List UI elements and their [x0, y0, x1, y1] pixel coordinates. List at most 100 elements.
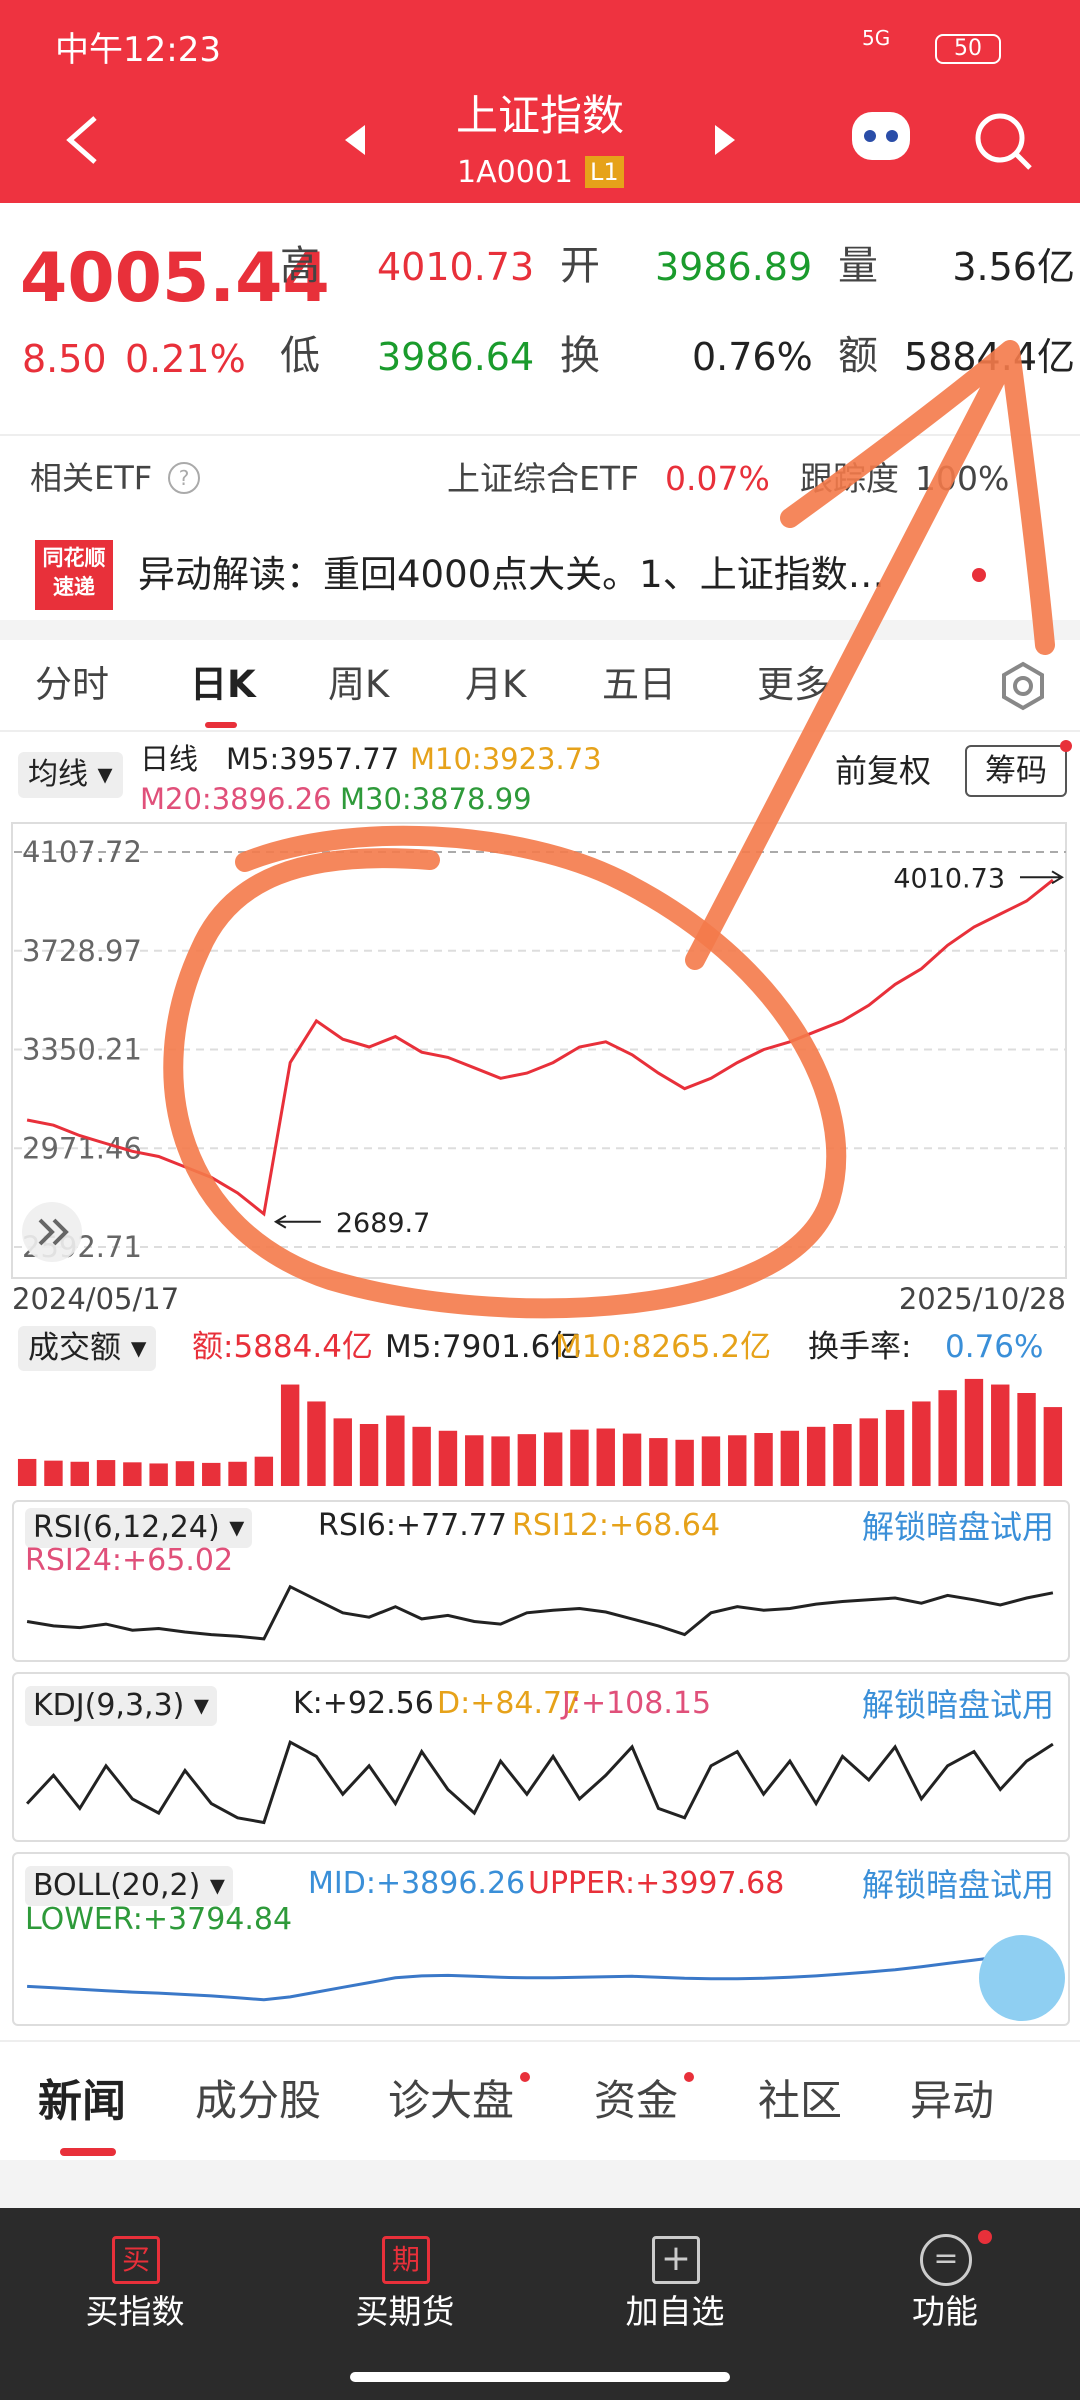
expand-icon — [38, 1218, 69, 1246]
bar — [701, 1436, 721, 1486]
panel-label: MID:+3896.26 — [308, 1866, 526, 1901]
nav-label[interactable]: 买期货 — [355, 2292, 455, 2331]
panel-title: RSI(6,12,24) — [33, 1510, 220, 1545]
bar — [885, 1409, 905, 1486]
settings-icon[interactable] — [995, 658, 1051, 714]
panel-label: M5:7901.6亿 — [385, 1329, 582, 1365]
tab-indicator — [205, 722, 237, 728]
tab[interactable]: 周K — [328, 663, 390, 706]
volume: 3.56亿 — [952, 245, 1075, 289]
bottom-tab[interactable]: 资金 — [594, 2076, 679, 2125]
y-tick-label: 3728.97 — [22, 934, 142, 968]
bar — [465, 1435, 484, 1486]
panel-label: 换手率: — [808, 1329, 912, 1365]
bottom-tab[interactable]: 成分股 — [195, 2076, 322, 2125]
bottom-tab[interactable]: 异动 — [910, 2076, 995, 2125]
bar — [754, 1433, 773, 1486]
lightbulb-button — [979, 1935, 1065, 2021]
bar — [333, 1418, 352, 1486]
unlock[interactable]: 解锁暗盘试用 — [861, 1686, 1054, 1724]
nav-label[interactable]: 买指数 — [85, 2292, 185, 2331]
logo-bottom: 速递 — [53, 575, 95, 599]
dot — [972, 568, 986, 582]
bar — [570, 1429, 589, 1486]
annotation: 2689.7 — [336, 1208, 430, 1239]
news-text[interactable]: 异动解读：重回4000点大关。1、上证指数… — [138, 553, 885, 596]
etf-name: 上证综合ETF — [447, 459, 639, 498]
status-network: 5G — [862, 26, 891, 50]
panel-label: RSI12:+68.64 — [512, 1508, 721, 1543]
y-tick-label: 3350.21 — [22, 1033, 142, 1067]
bar — [254, 1456, 274, 1486]
nav-label[interactable]: 功能 — [912, 2292, 978, 2331]
tab-active[interactable]: 日K — [190, 663, 256, 706]
annotation: 4010.73 — [893, 863, 1005, 894]
help-icon[interactable]: ? — [168, 462, 200, 494]
robot-icon[interactable] — [852, 112, 910, 160]
panel-selector[interactable]: KDJ(9,3,3) ▾ — [25, 1686, 217, 1726]
panel-label: LOWER:+3794.84 — [25, 1902, 293, 1937]
bottom-tab[interactable]: 社区 — [758, 2076, 843, 2125]
panel-title: KDJ(9,3,3) — [33, 1688, 185, 1723]
bar — [991, 1384, 1010, 1486]
code: 1A0001 — [457, 155, 573, 190]
high: 4010.73 — [377, 245, 535, 289]
tab[interactable]: 更多 — [757, 663, 831, 706]
turnover: 0.76% — [692, 335, 813, 379]
ma-selector-text: 均线 — [28, 757, 88, 792]
panel-selector[interactable]: RSI(6,12,24) ▾ — [25, 1508, 253, 1548]
panel-label: RSI6:+77.77 — [318, 1508, 507, 1543]
battery: 50 — [935, 34, 1001, 64]
panel-label: J:+108.15 — [562, 1686, 712, 1721]
chips[interactable]: 筹码 — [965, 745, 1067, 797]
panel-label: D:+84.77 — [437, 1686, 582, 1721]
bar — [123, 1462, 142, 1486]
label: 量 — [838, 243, 878, 289]
title: 上证指数 — [455, 91, 624, 140]
nav-icon: 期 — [382, 2236, 430, 2284]
tab[interactable]: 分时 — [35, 663, 109, 706]
etf-change: 0.07% — [665, 459, 770, 498]
bar — [912, 1401, 931, 1486]
divider — [0, 2040, 1080, 2042]
panel — [12, 1500, 1070, 1662]
prev-icon[interactable] — [345, 125, 365, 155]
bar — [438, 1430, 458, 1486]
change-pct: 0.21% — [125, 337, 246, 381]
ma-selector[interactable]: 均线 ▾ — [18, 752, 123, 798]
tab[interactable]: 月K — [465, 663, 527, 706]
bar — [149, 1463, 168, 1486]
unlock[interactable]: 解锁暗盘试用 — [861, 1866, 1054, 1904]
unlock[interactable]: 解锁暗盘试用 — [861, 1508, 1054, 1546]
ma10: M10:3923.73 — [410, 742, 602, 776]
back-icon[interactable] — [66, 116, 97, 164]
bar — [675, 1439, 694, 1486]
next-icon[interactable] — [715, 125, 735, 155]
gap — [0, 620, 1080, 640]
nav-label[interactable]: 加自选 — [625, 2292, 725, 2331]
gap — [0, 2160, 1080, 2208]
bottom-tab-active[interactable]: 新闻 — [38, 2076, 126, 2127]
bar — [359, 1424, 379, 1486]
panel-title: 成交额 — [28, 1330, 121, 1366]
change: 8.50 — [22, 337, 107, 381]
panel-selector[interactable]: BOLL(20,2) ▾ — [25, 1866, 233, 1906]
tab[interactable]: 五日 — [602, 663, 676, 706]
bar — [543, 1432, 563, 1486]
search-icon[interactable] — [975, 113, 1025, 163]
scribble — [163, 825, 847, 1319]
bar — [70, 1461, 89, 1486]
bar — [780, 1430, 800, 1486]
bar — [96, 1460, 116, 1486]
ma30: M30:3878.99 — [340, 782, 532, 816]
panel — [12, 1852, 1070, 2026]
dot — [684, 2072, 694, 2082]
bottom-tab[interactable]: 诊大盘 — [388, 2076, 515, 2125]
panel-selector[interactable]: 成交额 ▾ — [18, 1326, 157, 1371]
bottom-nav — [0, 2208, 1080, 2400]
adjust[interactable]: 前复权 — [835, 752, 932, 790]
bar — [517, 1434, 537, 1486]
label: 开 — [560, 243, 600, 289]
